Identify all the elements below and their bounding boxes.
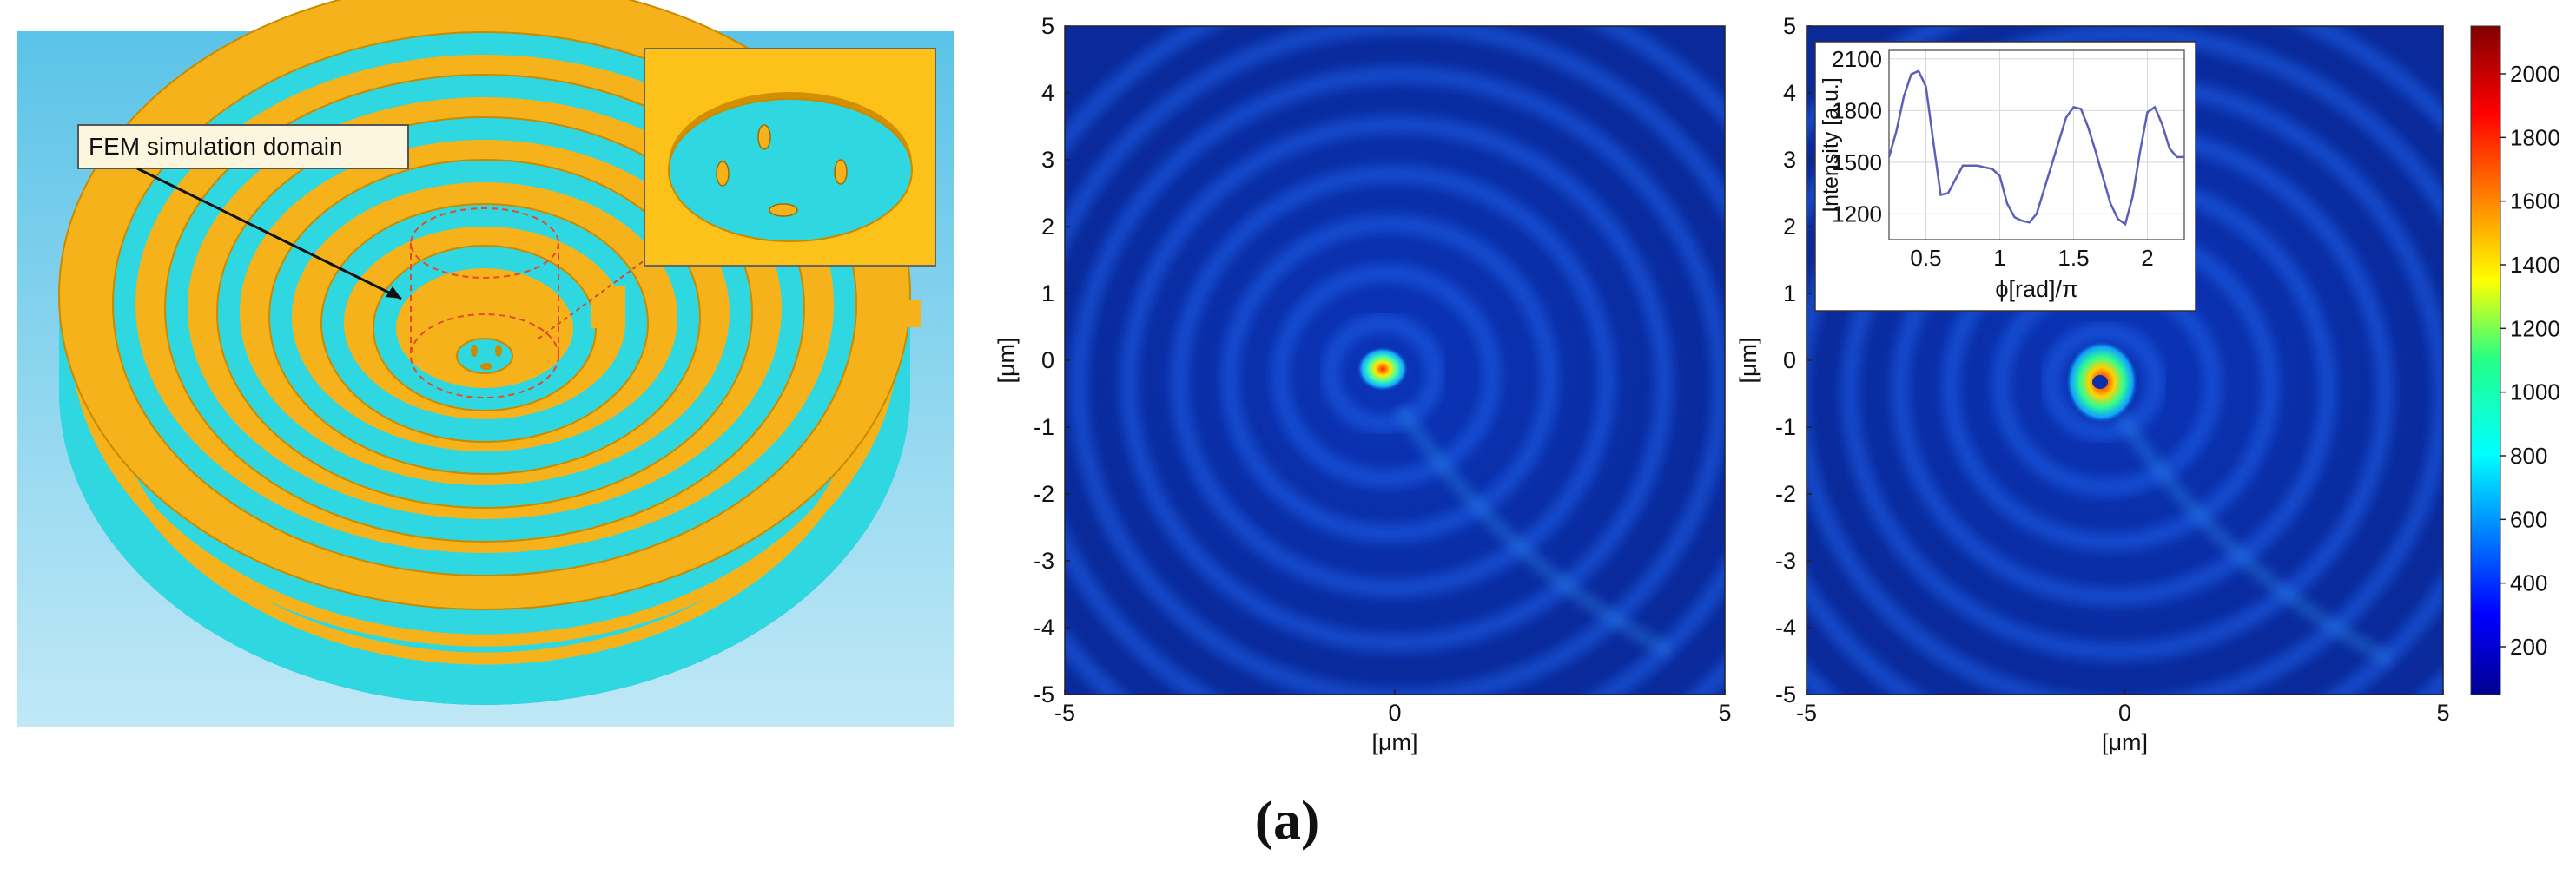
colorbar-tick-label: 800 — [2510, 443, 2547, 469]
interference-ring — [1807, 26, 2443, 695]
heatmap-1-axes: 5 4 3 2 1 0 -1 -2 -3 -4 -5-5 0 5 [μm] [μm] — [994, 13, 1732, 755]
y-tick-label: 1 — [1041, 280, 1054, 306]
interference-ring — [1321, 313, 1444, 434]
inset-x-tick-label: 2 — [2141, 245, 2153, 271]
interference-ring — [1170, 164, 1616, 598]
colorbar-tick-label: 600 — [2510, 506, 2547, 532]
y-tick-label: -4 — [1034, 615, 1054, 641]
colorbar-tick-label: 1200 — [2510, 315, 2560, 341]
y-tick-label: -5 — [1775, 681, 1796, 708]
y-tick-label: 5 — [1041, 13, 1054, 39]
heatmap-1-hotspot — [1357, 346, 1409, 392]
y-tick-label: -4 — [1775, 615, 1796, 641]
inset-y-axis-label: Intensity [a.u.] — [1819, 77, 1843, 213]
heatmap-2-axes: 5 4 3 2 1 0 -1 -2 -3 -4 -5-5 0 5 [μm] [μm] — [1735, 13, 2450, 755]
x-tick-label: 5 — [1718, 700, 1731, 726]
spiral-grooves — [113, 32, 856, 576]
inset-connector — [538, 260, 645, 339]
inset-plot-background — [1814, 41, 2196, 312]
aperture-inset — [644, 48, 936, 267]
y-tick-label: 0 — [1783, 347, 1796, 373]
heatmap-2-hotspot-holes — [2092, 375, 2108, 389]
diffuse-streak — [2114, 412, 2394, 667]
colorbar-tick-label: 1000 — [2510, 379, 2560, 405]
colorbar-tick-label: 400 — [2510, 570, 2547, 596]
y-tick-label: -3 — [1775, 548, 1796, 574]
interference-ring — [1120, 115, 1674, 653]
y-tick-label: -5 — [1034, 681, 1054, 708]
inset-line-plot: 0.5 1 1.5 2 2100 1800 1500 1200 ϕ[rad]/π Intensit… — [1819, 46, 2185, 302]
y-tick-label: 2 — [1783, 214, 1796, 240]
x-tick-label: -5 — [1054, 700, 1075, 726]
callout-arrow — [136, 167, 402, 300]
inset-x-tick-label: 1.5 — [2057, 245, 2089, 271]
x-axis-label: [μm] — [1371, 729, 1417, 755]
diffuse-streak — [1393, 404, 1674, 658]
colorbar-tick-label: 1400 — [2510, 252, 2560, 278]
x-tick-label: 5 — [2436, 700, 2449, 726]
inset-y-tick-label: 1500 — [1832, 149, 1882, 175]
y-tick-label: 5 — [1783, 13, 1796, 39]
y-tick-label: 0 — [1041, 347, 1054, 373]
interference-ring — [1220, 214, 1559, 543]
y-tick-label: 2 — [1041, 214, 1054, 240]
inset-plot-frame — [1888, 49, 2185, 240]
y-tick-label: -2 — [1034, 481, 1054, 507]
inset-y-tick-label: 1800 — [1832, 97, 1882, 123]
y-tick-label: 4 — [1041, 80, 1054, 106]
inset-y-tick-label: 1200 — [1832, 201, 1882, 227]
x-axis-label: [μm] — [2102, 729, 2148, 755]
inset-y-tick-label: 2100 — [1832, 46, 1882, 72]
x-tick-label: -5 — [1796, 700, 1817, 726]
callout-box: FEM simulation domain — [77, 124, 409, 169]
y-axis-label: [μm] — [1735, 337, 1761, 383]
colorbar-tick-label: 1800 — [2510, 124, 2560, 150]
heatmap-panel-2: 5 4 3 2 1 0 -1 -2 -3 -4 -5-5 0 5 [μm] [μm] 0.5 1 1.5 2 210… — [1735, 13, 2560, 755]
colorbar-tick-label: 1600 — [2510, 188, 2560, 214]
colorbar — [2470, 25, 2501, 695]
inset-series-line — [1887, 69, 2184, 227]
aperture-slots — [471, 345, 502, 370]
panel-label: (a) — [1255, 789, 1320, 851]
interference-ring — [1069, 65, 1725, 695]
y-tick-label: -2 — [1775, 481, 1796, 507]
heatmap-1-rings — [1065, 26, 1725, 695]
colorbar-tick-label: 2000 — [2510, 61, 2560, 87]
callout-label: FEM simulation domain — [89, 133, 343, 160]
y-tick-label: -1 — [1034, 414, 1054, 440]
inset-x-axis-label: ϕ[rad]/π — [1995, 276, 2077, 302]
y-tick-label: 4 — [1783, 80, 1796, 106]
spiral-start — [591, 286, 625, 328]
colorbar-tick-label: 200 — [2510, 634, 2547, 660]
x-tick-label: 0 — [1388, 700, 1401, 726]
simulation-domain-outline — [410, 207, 559, 398]
inset-x-tick-label: 0.5 — [1910, 245, 1941, 271]
y-tick-label: 1 — [1783, 280, 1796, 306]
heatmap-panel-1: 5 4 3 2 1 0 -1 -2 -3 -4 -5-5 0 5 [μm] [μm] — [994, 13, 1732, 755]
y-tick-label: 3 — [1041, 147, 1054, 173]
interference-ring — [1271, 263, 1502, 489]
y-tick-label: -3 — [1034, 548, 1054, 574]
x-tick-label: 0 — [2118, 700, 2131, 726]
interference-ring — [2042, 321, 2165, 443]
inset-x-tick-label: 1 — [1993, 245, 2005, 271]
callout-arrowhead — [386, 286, 401, 299]
disk-side-stripes — [72, 364, 897, 665]
spiral-edges — [112, 31, 857, 576]
y-tick-label: -1 — [1775, 414, 1796, 440]
schematic-panel: FEM simulation domain — [17, 0, 954, 727]
spiral-opening — [869, 300, 921, 327]
colorbar-ticks: 2000 1800 1600 1400 1200 1000 800 600 400 200 — [2500, 61, 2560, 660]
y-tick-label: 3 — [1783, 147, 1796, 173]
y-axis-label: [μm] — [994, 337, 1020, 383]
